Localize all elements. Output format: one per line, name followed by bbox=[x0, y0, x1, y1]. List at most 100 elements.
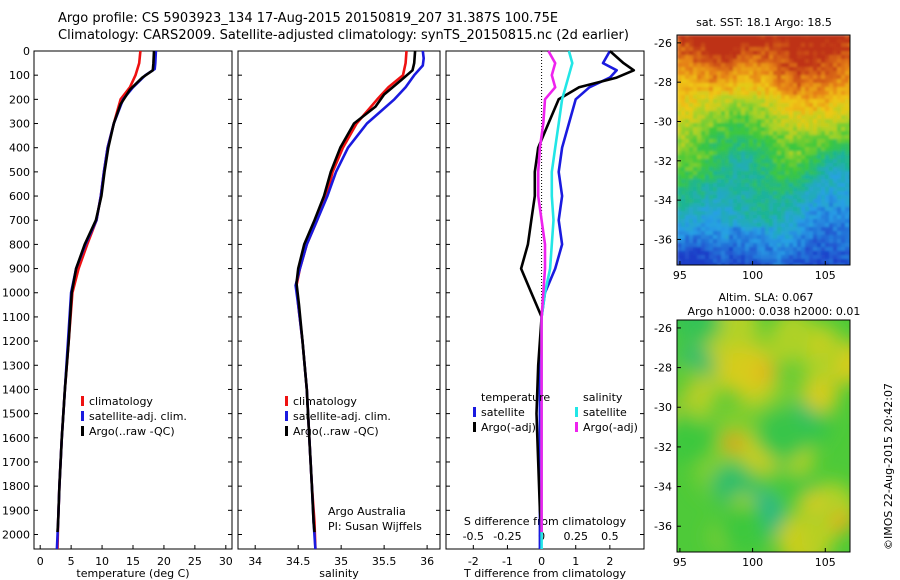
sst-cell bbox=[833, 203, 838, 208]
sst-cell bbox=[737, 195, 742, 200]
sst-cell bbox=[733, 143, 738, 148]
sst-cell bbox=[737, 231, 742, 236]
sst-cell bbox=[745, 239, 750, 244]
sst-cell bbox=[685, 63, 690, 68]
sst-cell bbox=[761, 103, 766, 108]
sst-cell bbox=[677, 223, 682, 228]
sst-cell bbox=[745, 35, 750, 40]
sst-cell bbox=[761, 183, 766, 188]
sst-cell bbox=[825, 99, 830, 104]
sla-blob bbox=[803, 491, 826, 514]
sst-cell bbox=[677, 175, 682, 180]
sst-cell bbox=[809, 135, 814, 140]
sst-cell bbox=[793, 187, 798, 192]
sst-cell bbox=[701, 259, 706, 264]
sst-cell bbox=[749, 47, 754, 52]
legend-heading: salinity bbox=[583, 391, 623, 404]
sst-cell bbox=[801, 199, 806, 204]
sst-cell bbox=[813, 211, 818, 216]
sst-cell bbox=[753, 263, 758, 265]
sst-cell bbox=[801, 123, 806, 128]
sst-cell bbox=[741, 67, 746, 72]
sst-cell bbox=[797, 175, 802, 180]
sst-cell bbox=[717, 235, 722, 240]
sst-cell bbox=[725, 211, 730, 216]
sst-cell bbox=[749, 147, 754, 152]
y-tick-label: 200 bbox=[9, 93, 30, 106]
sst-cell bbox=[769, 247, 774, 252]
sst-cell bbox=[741, 199, 746, 204]
sst-cell bbox=[761, 175, 766, 180]
sst-cell bbox=[805, 67, 810, 72]
sst-cell bbox=[813, 131, 818, 136]
sst-cell bbox=[701, 179, 706, 184]
sst-cell bbox=[837, 227, 842, 232]
sst-cell bbox=[833, 163, 838, 168]
sst-cell bbox=[705, 203, 710, 208]
sst-cell bbox=[785, 147, 790, 152]
sst-cell bbox=[757, 87, 762, 92]
sla-blob bbox=[756, 407, 810, 461]
sst-cell bbox=[833, 191, 838, 196]
sst-cell bbox=[829, 191, 834, 196]
sst-cell bbox=[841, 203, 846, 208]
sst-cell bbox=[681, 107, 686, 112]
sst-cell bbox=[681, 87, 686, 92]
sst-cell bbox=[717, 71, 722, 76]
sst-cell bbox=[837, 179, 842, 184]
sst-cell bbox=[753, 39, 758, 44]
sst-cell bbox=[837, 67, 842, 72]
sst-cell bbox=[709, 55, 714, 60]
sst-cell bbox=[845, 251, 850, 256]
sst-cell bbox=[773, 247, 778, 252]
sst-cell bbox=[745, 199, 750, 204]
sst-cell bbox=[741, 127, 746, 132]
sst-cell bbox=[841, 91, 846, 96]
sst-cell bbox=[821, 199, 826, 204]
sst-cell bbox=[781, 179, 786, 184]
sst-cell bbox=[689, 223, 694, 228]
sst-cell bbox=[781, 159, 786, 164]
sst-cell bbox=[757, 127, 762, 132]
sst-cell bbox=[697, 211, 702, 216]
sla-blob bbox=[800, 526, 831, 552]
sst-cell bbox=[769, 207, 774, 212]
sst-cell bbox=[701, 171, 706, 176]
sst-cell bbox=[741, 131, 746, 136]
sst-cell bbox=[721, 147, 726, 152]
sst-cell bbox=[717, 103, 722, 108]
sst-cell bbox=[689, 47, 694, 52]
sst-cell bbox=[809, 63, 814, 68]
sst-cell bbox=[705, 223, 710, 228]
sst-cell bbox=[781, 79, 786, 84]
sst-cell bbox=[821, 95, 826, 100]
sst-cell bbox=[741, 159, 746, 164]
sst-cell bbox=[697, 59, 702, 64]
sst-cell bbox=[729, 67, 734, 72]
sst-cell bbox=[809, 83, 814, 88]
sst-cell bbox=[677, 75, 682, 80]
sst-cell bbox=[805, 159, 810, 164]
sst-cell bbox=[833, 219, 838, 224]
x-tick-label: 34 bbox=[248, 555, 262, 568]
sst-cell bbox=[841, 159, 846, 164]
sst-cell bbox=[841, 219, 846, 224]
sst-cell bbox=[761, 147, 766, 152]
sst-cell bbox=[689, 35, 694, 40]
sst-cell bbox=[833, 59, 838, 64]
sst-cell bbox=[761, 163, 766, 168]
sst-cell bbox=[745, 131, 750, 136]
sst-cell bbox=[705, 123, 710, 128]
sst-cell bbox=[749, 179, 754, 184]
sst-cell bbox=[677, 227, 682, 232]
sst-cell bbox=[685, 255, 690, 260]
sst-cell bbox=[725, 83, 730, 88]
sst-cell bbox=[705, 211, 710, 216]
sst-cell bbox=[801, 47, 806, 52]
sst-cell bbox=[797, 203, 802, 208]
sst-cell bbox=[689, 111, 694, 116]
sst-cell bbox=[709, 79, 714, 84]
sst-cell bbox=[805, 115, 810, 120]
sst-cell bbox=[781, 103, 786, 108]
sst-cell bbox=[821, 55, 826, 60]
